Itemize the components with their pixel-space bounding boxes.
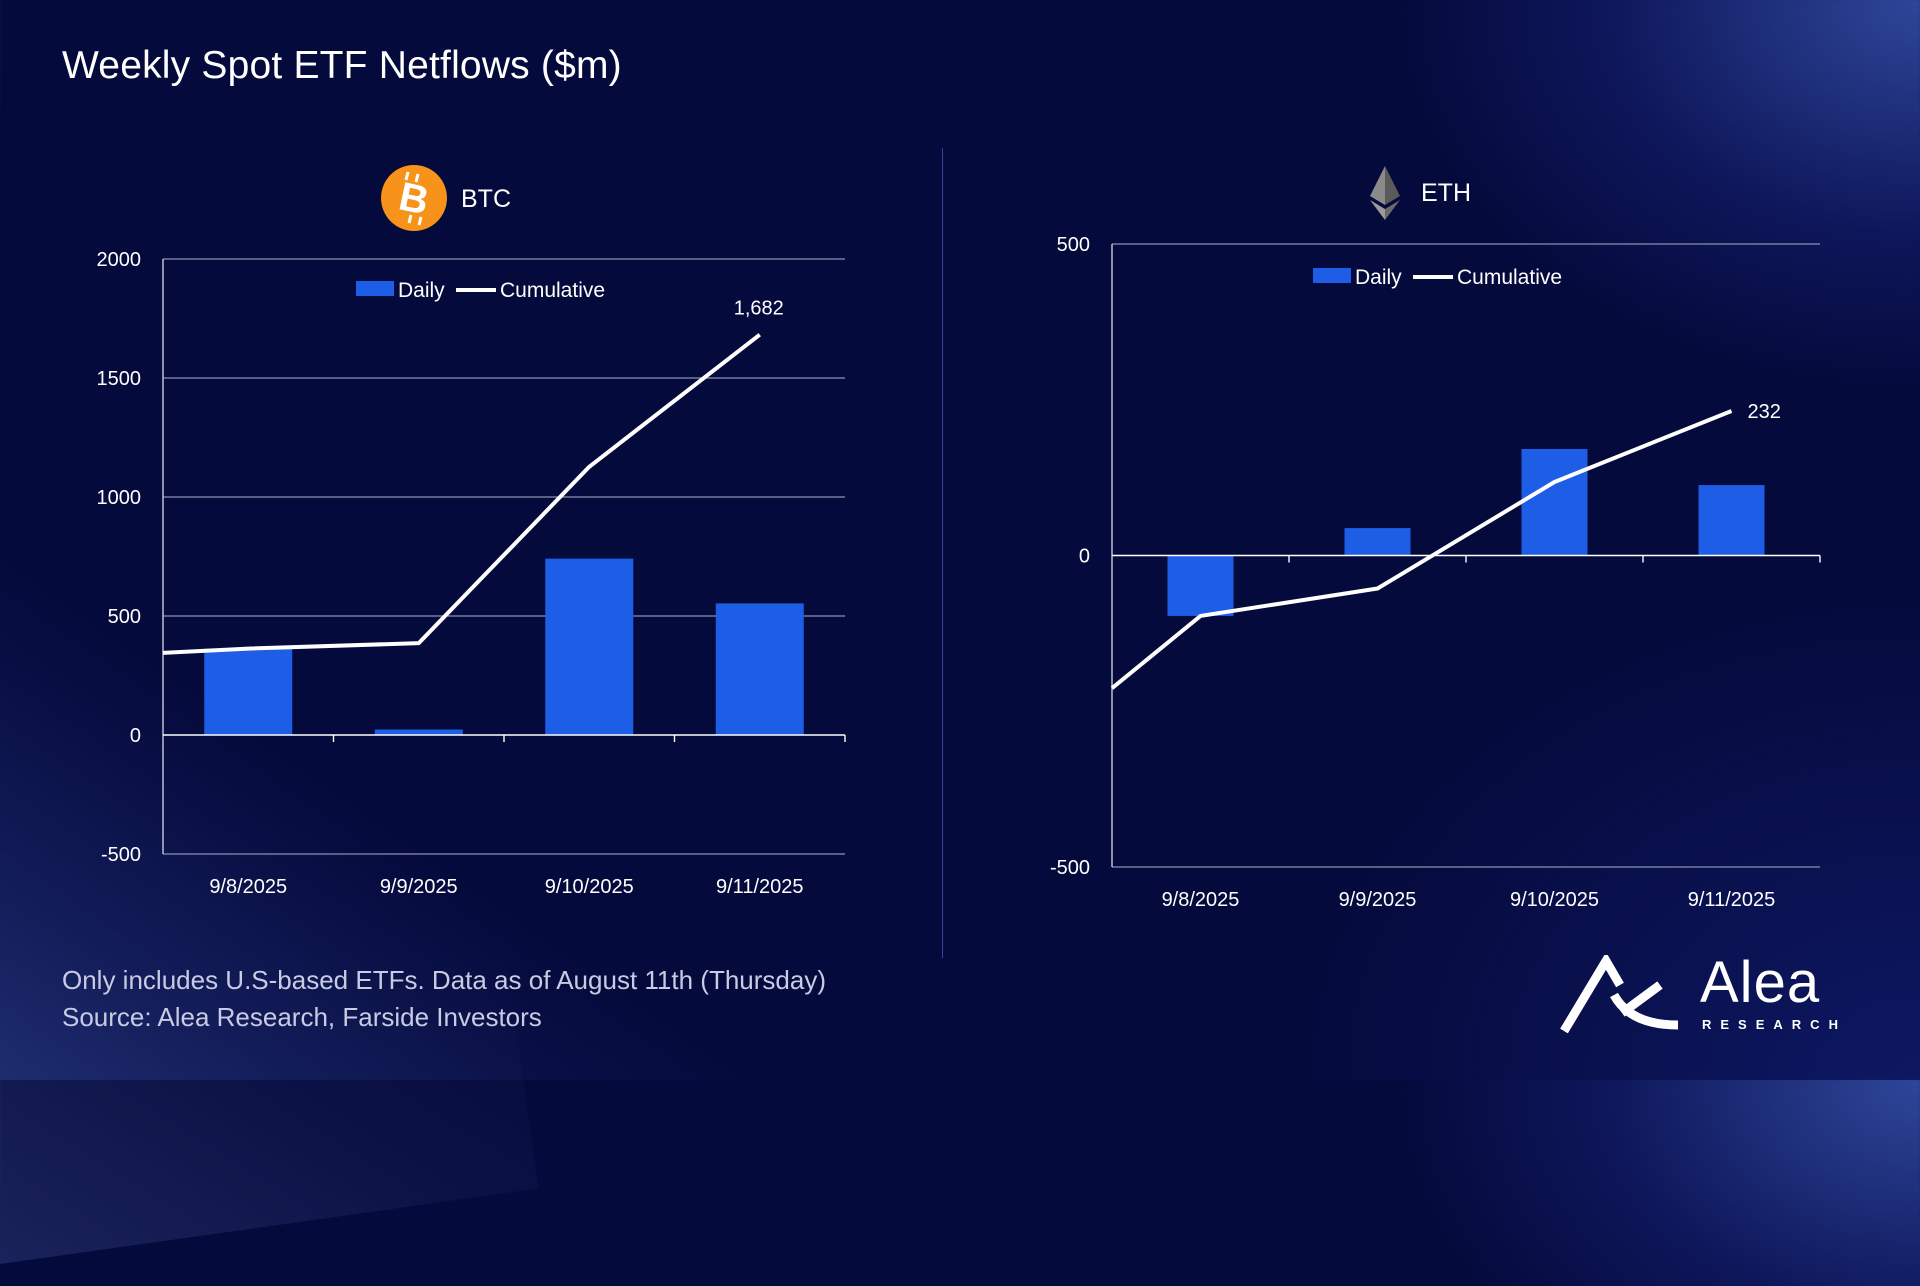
bar-daily: [204, 649, 292, 735]
y-tick-label: 2000: [97, 249, 142, 271]
bar-daily: [716, 603, 804, 735]
brand-name: Alea: [1700, 949, 1820, 1016]
y-tick-label: 1000: [97, 487, 142, 509]
brand-subtitle: RESEARCH: [1702, 1017, 1847, 1032]
eth-chart: 500 0 -500 9/8/2025 9/9/2025 9/10/2025 9/11/20…: [1050, 234, 1820, 911]
brand-logo: Alea RESEARCH: [1560, 955, 1860, 1035]
legend-label-daily: Daily: [398, 279, 445, 302]
bar-daily: [1522, 449, 1588, 556]
bar-daily: [545, 559, 633, 735]
footnote-line-1: Only includes U.S-based ETFs. Data as of…: [62, 962, 826, 999]
legend-swatch-daily: [356, 281, 394, 296]
legend-label-cumulative: Cumulative: [500, 279, 605, 302]
y-tick-label: 0: [130, 725, 141, 747]
y-tick-label: 500: [108, 606, 141, 628]
btc-chart: 2000 1500 1000 500 0 -500 9/8/2025 9/9/2025 9/10…: [97, 249, 846, 898]
ethereum-icon: [1370, 166, 1400, 220]
cumulative-end-label: 232: [1748, 401, 1781, 423]
legend-label-cumulative: Cumulative: [1457, 266, 1562, 289]
x-category-label: 9/11/2025: [716, 876, 804, 898]
eth-title: ETH: [1421, 179, 1471, 207]
bar-daily: [375, 730, 463, 735]
bitcoin-icon: B: [381, 165, 447, 231]
x-category-label: 9/8/2025: [1162, 889, 1240, 911]
x-category-label: 9/11/2025: [1688, 889, 1776, 911]
x-category-label: 9/10/2025: [545, 876, 634, 898]
x-category-label: 9/10/2025: [1510, 889, 1599, 911]
y-tick-label: -500: [101, 844, 141, 866]
alea-logo-icon: [1560, 955, 1690, 1035]
y-tick-label: 500: [1057, 234, 1090, 256]
legend-label-daily: Daily: [1355, 266, 1402, 289]
y-tick-label: -500: [1050, 857, 1090, 879]
x-category-label: 9/9/2025: [380, 876, 458, 898]
bar-daily: [1168, 556, 1234, 616]
charts-canvas: B BTC ETH 2000 1500 1000 500 0 -500 9/8/2025 9/…: [0, 0, 1920, 1080]
y-tick-label: 0: [1079, 546, 1090, 568]
legend-swatch-daily: [1313, 268, 1351, 283]
eth-header: ETH: [1370, 166, 1471, 220]
x-category-label: 9/8/2025: [209, 876, 287, 898]
cumulative-line: [163, 335, 760, 653]
bar-daily: [1345, 528, 1411, 555]
btc-header: B BTC: [381, 165, 511, 231]
footnote-line-2: Source: Alea Research, Farside Investors: [62, 999, 826, 1036]
y-tick-label: 1500: [97, 368, 142, 390]
btc-title: BTC: [461, 185, 511, 213]
x-category-label: 9/9/2025: [1339, 889, 1417, 911]
cumulative-end-label: 1,682: [734, 298, 784, 320]
cumulative-line: [1112, 411, 1732, 688]
bar-daily: [1699, 485, 1765, 555]
footnote: Only includes U.S-based ETFs. Data as of…: [62, 962, 826, 1036]
